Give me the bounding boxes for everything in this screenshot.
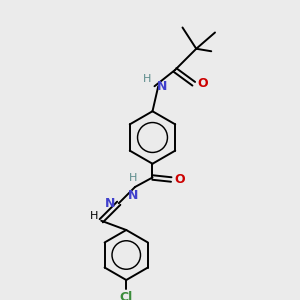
Text: N: N <box>157 80 167 93</box>
Text: O: O <box>174 173 185 186</box>
Text: H: H <box>129 173 137 183</box>
Text: Cl: Cl <box>120 291 133 300</box>
Text: H: H <box>90 211 98 221</box>
Text: O: O <box>197 77 208 90</box>
Text: N: N <box>105 197 116 210</box>
Text: H: H <box>143 74 152 84</box>
Text: N: N <box>128 189 138 202</box>
